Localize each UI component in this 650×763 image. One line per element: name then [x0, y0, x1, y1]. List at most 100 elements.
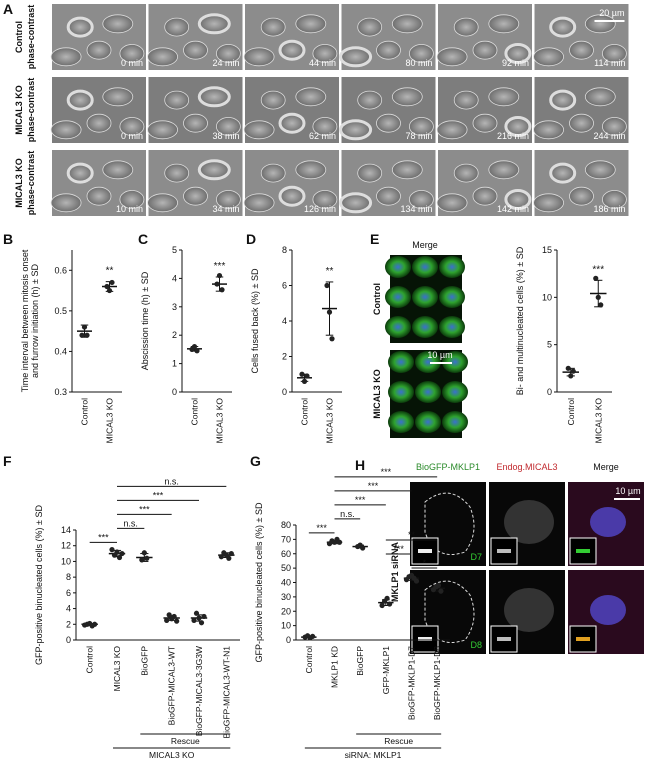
y-axis-label: Bi- and multinucleated cells (%) ± SD	[515, 246, 525, 395]
y-tick-label: 3	[172, 302, 177, 312]
nucleus	[590, 507, 626, 537]
x-tick-label: MICAL3 KO	[105, 398, 115, 444]
data-point	[386, 601, 393, 607]
y-tick-label: 20	[281, 606, 291, 616]
y-tick-label: 6	[282, 281, 287, 291]
data-point	[191, 343, 198, 350]
data-point	[435, 582, 442, 588]
cell	[504, 189, 532, 210]
y-tick-label: 0	[547, 387, 552, 397]
data-point	[379, 602, 385, 609]
data-point	[324, 282, 330, 289]
midbody	[576, 637, 590, 641]
x-tick-label: MICAL3 KO	[112, 646, 122, 692]
row-label: Control	[14, 21, 24, 53]
data-point	[194, 348, 200, 354]
cell	[376, 113, 401, 133]
cell	[442, 411, 468, 433]
cell	[102, 14, 134, 34]
cell	[504, 500, 554, 544]
panel-letter: D	[246, 231, 256, 247]
x-tick-label: MKLP1 KD	[330, 646, 340, 688]
data-point	[141, 550, 147, 556]
significance: ***	[355, 495, 366, 505]
y-tick-label: 4	[172, 273, 177, 283]
y-axis-label: Abscission time (h) ± SD	[140, 271, 150, 370]
cell	[215, 190, 241, 209]
y-tick-label: 6	[66, 588, 71, 598]
data-point	[164, 617, 170, 623]
y-tick-label: 1	[172, 359, 177, 369]
cell	[197, 13, 231, 35]
inset-label: D8	[470, 640, 482, 650]
data-point	[309, 633, 316, 640]
data-point	[81, 324, 88, 330]
data-point	[218, 554, 224, 560]
data-point	[219, 287, 225, 293]
y-axis-label: Time interval between mitosis onset	[20, 249, 30, 392]
cell	[312, 190, 338, 209]
y-tick-label: 80	[281, 520, 291, 530]
cell	[260, 17, 286, 37]
y-tick-label: 0	[66, 635, 71, 645]
timestamp: 0 min	[121, 58, 143, 68]
timestamp: 44 min	[309, 58, 336, 68]
cell	[408, 117, 434, 136]
data-point	[116, 554, 123, 561]
timestamp: 186 min	[593, 204, 625, 214]
data-point	[593, 275, 599, 281]
x-tick-label: BioGFP-MICAL3-3G3W	[194, 646, 204, 736]
scale-bar-label: 20 µm	[599, 8, 624, 18]
cell	[442, 351, 468, 373]
y-tick-label: 10	[281, 621, 291, 631]
cell	[388, 411, 414, 433]
cell	[569, 40, 594, 60]
x-tick-label: BioGFP	[355, 646, 365, 676]
group-label: Rescue	[384, 736, 413, 746]
cell	[260, 90, 286, 110]
y-axis-label: and furrow initiation (h) ± SD	[30, 264, 40, 378]
x-tick-label: MICAL3 KO	[593, 398, 603, 444]
row-sublabel: phase-contrast	[26, 151, 36, 216]
cell	[86, 113, 112, 133]
data-point	[191, 617, 197, 623]
y-tick-label: 8	[66, 572, 71, 582]
y-tick-label: 2	[172, 330, 177, 340]
cell	[183, 186, 208, 206]
scale-bar-label: 10 µm	[427, 350, 452, 360]
cell	[147, 193, 179, 213]
data-point	[166, 612, 172, 618]
data-point	[565, 365, 571, 371]
data-point	[438, 588, 444, 594]
cell	[602, 117, 627, 136]
panel-letter: G	[250, 453, 261, 469]
cell	[119, 44, 145, 63]
cell	[357, 17, 383, 37]
x-tick-label: BioGFP	[139, 646, 149, 676]
cell	[164, 17, 190, 37]
scale-bar-label: 10 µm	[615, 486, 640, 496]
cell	[385, 256, 411, 278]
timestamp: 142 min	[497, 204, 529, 214]
data-point	[201, 613, 207, 620]
midbody	[576, 549, 590, 553]
y-tick-label: 50	[281, 563, 291, 573]
cell	[472, 186, 498, 206]
midbody	[418, 637, 432, 641]
cell	[504, 116, 532, 137]
cell	[66, 89, 94, 111]
cell	[385, 286, 411, 308]
cell	[412, 256, 438, 278]
cell	[504, 588, 554, 632]
cell	[439, 316, 465, 338]
x-tick-label: Control	[566, 398, 576, 426]
y-tick-label: 4	[66, 604, 71, 614]
cell	[278, 185, 306, 207]
cell	[376, 40, 401, 60]
data-point	[106, 287, 113, 294]
column-header: Endog.MICAL3	[496, 462, 557, 472]
cell	[102, 160, 134, 180]
group-label: siRNA: MKLP1	[345, 750, 402, 760]
y-tick-label: 70	[281, 534, 291, 544]
